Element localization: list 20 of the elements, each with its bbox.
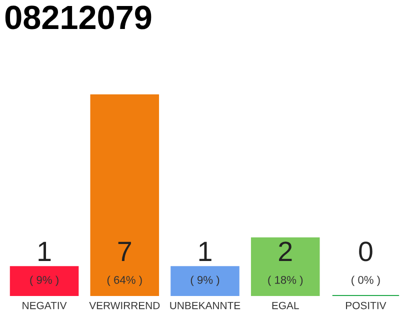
data-label: 1 [199, 242, 212, 262]
annotation: ( 0% ) [352, 276, 380, 286]
bar [250, 237, 320, 296]
x-tick-label: VERWIRREND [89, 302, 160, 310]
x-tick-label: POSITIV [346, 302, 386, 310]
annotation: ( 9% ) [190, 276, 220, 286]
x-tick-label: UNBEKANNTE [170, 302, 240, 310]
x-tick-label: EGAL [272, 302, 299, 310]
annotation: ( 64% ) [107, 276, 142, 286]
annotation: ( 18% ) [268, 276, 303, 286]
bar [170, 266, 240, 296]
bar [10, 266, 79, 296]
data-label: 7 [118, 242, 131, 262]
data-label: 2 [279, 242, 292, 262]
annotation: ( 9% ) [30, 276, 58, 286]
data-label: 1 [38, 242, 51, 262]
x-tick-label: NEGATIV [22, 302, 67, 310]
chart-title: 08212079 [5, 6, 152, 30]
data-label: 0 [359, 242, 372, 262]
bar [90, 94, 160, 296]
